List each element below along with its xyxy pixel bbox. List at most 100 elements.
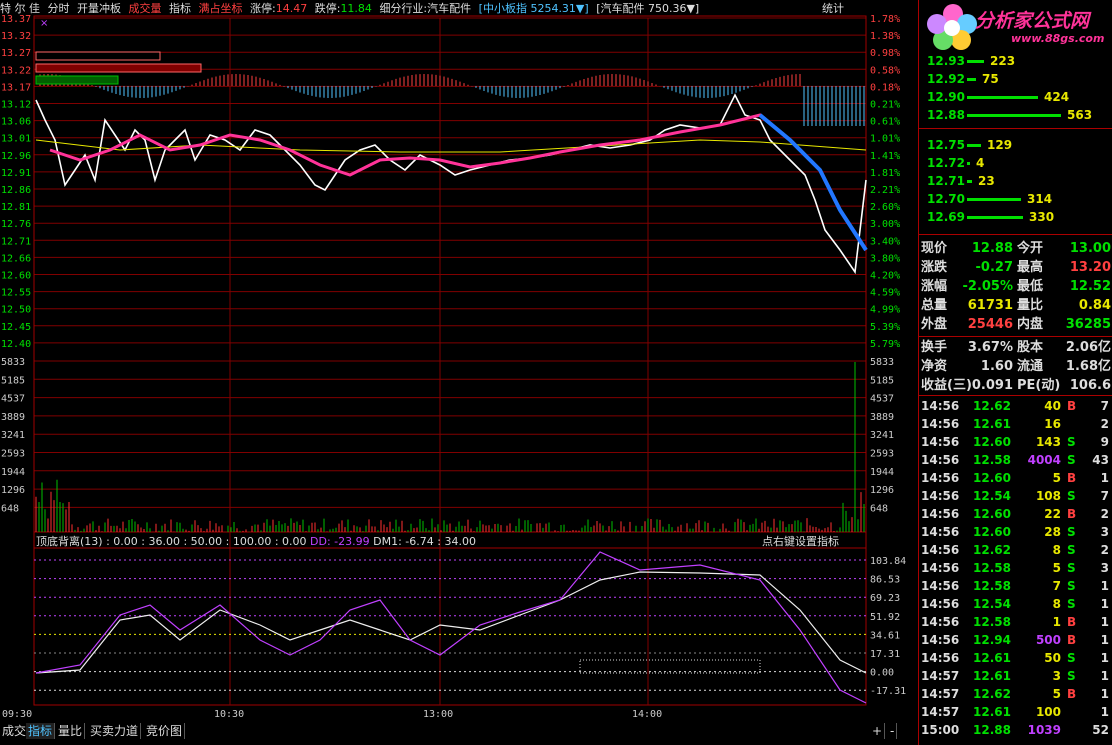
tick-count: 1 <box>1100 615 1109 629</box>
tick-price: 12.62 <box>973 399 1011 413</box>
tick-volume: 50 <box>1044 651 1061 665</box>
top-toolbar: 特 尔 佳 分时 开量冲板 成交量 指标 满占坐标 涨停:14.47 跌停:11… <box>0 0 918 17</box>
tick-row: 14:56 12.94 500 B 1 <box>919 631 1112 649</box>
order-price: 12.75 <box>927 138 965 152</box>
quote-row: 换手 3.67% 股本 2.06亿 <box>919 339 1112 357</box>
indicator-settings-hint[interactable]: 点右键设置指标 <box>762 535 839 548</box>
pct-axis-label: 4.99% <box>870 305 900 316</box>
intraday-chart: 13.37 1.78% 13.32 1.38% 13.27 0.98% 13.22 0.58%… <box>1 14 906 720</box>
limit-up-value: 14.47 <box>275 2 308 15</box>
logo-url: www.88gs.com <box>1011 32 1105 45</box>
order-price: 12.92 <box>927 72 965 86</box>
tick-volume: 22 <box>1044 507 1061 521</box>
order-volume: 75 <box>982 72 999 86</box>
volume-axis-label-right: 5833 <box>870 357 894 368</box>
order-volume: 23 <box>978 174 995 188</box>
mode-volume[interactable]: 成交量 <box>128 2 162 15</box>
tab-volume-ratio[interactable]: 量比 <box>56 723 86 739</box>
order-volume: 424 <box>1044 90 1070 104</box>
tick-volume: 100 <box>1035 705 1061 719</box>
order-book-row[interactable]: 12.75 129 <box>919 136 1112 154</box>
tab-auction[interactable]: 竞价图 <box>144 723 186 739</box>
tick-count: 1 <box>1100 705 1109 719</box>
order-book-row[interactable]: 12.92 75 <box>919 70 1112 88</box>
tick-price: 12.60 <box>973 435 1011 449</box>
quote-row: 涨跌 -0.27 最高 13.20 <box>919 259 1112 277</box>
zoom-in-button[interactable]: + <box>870 723 886 739</box>
price-axis-label: 12.81 <box>1 202 31 213</box>
zoom-out-button[interactable]: - <box>888 723 898 739</box>
index-smallcap[interactable]: [中小板指 5254.31▼] <box>478 2 589 15</box>
pct-axis-label: 1.81% <box>870 168 900 179</box>
indicator-white-line <box>35 571 867 674</box>
limit-up-label: 涨停: <box>250 2 276 15</box>
quote-label: 现价 <box>921 241 948 256</box>
tick-time: 14:56 <box>921 633 960 647</box>
order-book-row[interactable]: 12.90 424 <box>919 88 1112 106</box>
quote-label: 流通 <box>1017 359 1044 374</box>
volume-axis-label: 2593 <box>1 449 25 460</box>
price-axis-label: 12.40 <box>1 339 31 350</box>
mode-full-axis[interactable]: 满占坐标 <box>198 2 243 15</box>
tick-time: 14:56 <box>921 597 960 611</box>
tick-count: 1 <box>1100 597 1109 611</box>
pct-axis-label: 2.21% <box>870 185 900 196</box>
quote-label: 今开 <box>1017 241 1044 256</box>
quote-label: 涨幅 <box>921 279 948 294</box>
quote-value: 61731 <box>967 298 1013 313</box>
volume-axis-label: 5833 <box>1 357 25 368</box>
logo-title: 分析家公式网 <box>975 10 1090 32</box>
index-auto-parts[interactable]: [汽车配件 750.36▼] <box>596 2 700 15</box>
tick-row: 14:56 12.61 16 2 <box>919 415 1112 433</box>
order-book-row[interactable]: 12.70 314 <box>919 190 1112 208</box>
tick-time: 14:56 <box>921 507 960 521</box>
tick-price: 12.61 <box>973 669 1011 683</box>
order-book-row[interactable]: 12.93 223 <box>919 52 1112 70</box>
quote-row: 涨幅 -2.05% 最低 12.52 <box>919 278 1112 296</box>
close-icon[interactable]: × <box>40 18 49 29</box>
tab-buy-sell-power[interactable]: 买卖力道 <box>88 723 142 739</box>
order-book-row[interactable]: 12.69 330 <box>919 208 1112 226</box>
tick-count: 1 <box>1100 471 1109 485</box>
price-axis-label: 13.37 <box>1 14 31 25</box>
order-price: 12.93 <box>927 54 965 68</box>
price-axis-label: 12.50 <box>1 305 31 316</box>
stats-button[interactable]: 统计 <box>822 2 844 15</box>
quote-row: 净资 1.60 流通 1.68亿 <box>919 358 1112 376</box>
tick-row: 14:56 12.54 8 S 1 <box>919 595 1112 613</box>
tick-time: 14:56 <box>921 489 960 503</box>
tick-volume: 8 <box>1052 543 1061 557</box>
pct-axis-label: 0.98% <box>870 48 900 59</box>
quote-value: -2.05% <box>962 279 1014 294</box>
tick-volume: 4004 <box>1027 453 1061 467</box>
pct-axis-label: 0.61% <box>870 117 900 128</box>
industry-value[interactable]: 汽车配件 <box>427 2 472 15</box>
order-volume-bar <box>967 162 970 165</box>
order-book-row[interactable]: 12.72 4 <box>919 154 1112 172</box>
tick-count: 7 <box>1100 399 1109 413</box>
tab-indicator[interactable]: 指标 <box>26 723 56 739</box>
flower-logo-icon <box>927 4 977 50</box>
pct-axis-label: 3.40% <box>870 236 900 247</box>
mode-timeshare[interactable]: 分时 <box>47 2 70 15</box>
mode-indicator[interactable]: 指标 <box>169 2 191 15</box>
tick-side: S <box>1067 453 1076 467</box>
tick-time: 14:56 <box>921 399 960 413</box>
tick-side: S <box>1067 651 1076 665</box>
tick-price: 12.61 <box>973 705 1011 719</box>
order-volume-bar <box>967 60 984 63</box>
tick-row: 14:56 12.60 28 S 3 <box>919 523 1112 541</box>
order-book-row[interactable]: 12.88 563 <box>919 106 1112 124</box>
tick-volume: 28 <box>1044 525 1061 539</box>
tick-count: 1 <box>1100 651 1109 665</box>
order-book-row[interactable]: 12.71 23 <box>919 172 1112 190</box>
chart-frame <box>33 15 867 706</box>
quote-panel: 分析家公式网 www.88gs.com 12.93 223 12.92 75 12.90… <box>918 0 1112 745</box>
tick-row: 14:57 12.61 3 S 1 <box>919 667 1112 685</box>
order-volume-bar <box>967 216 1023 219</box>
mode-open-volume[interactable]: 开量冲板 <box>77 2 121 15</box>
tick-time: 14:57 <box>921 687 960 701</box>
indicator-axis-label: 34.61 <box>870 630 900 641</box>
tick-time: 14:56 <box>921 417 960 431</box>
tick-price: 12.61 <box>973 417 1011 431</box>
